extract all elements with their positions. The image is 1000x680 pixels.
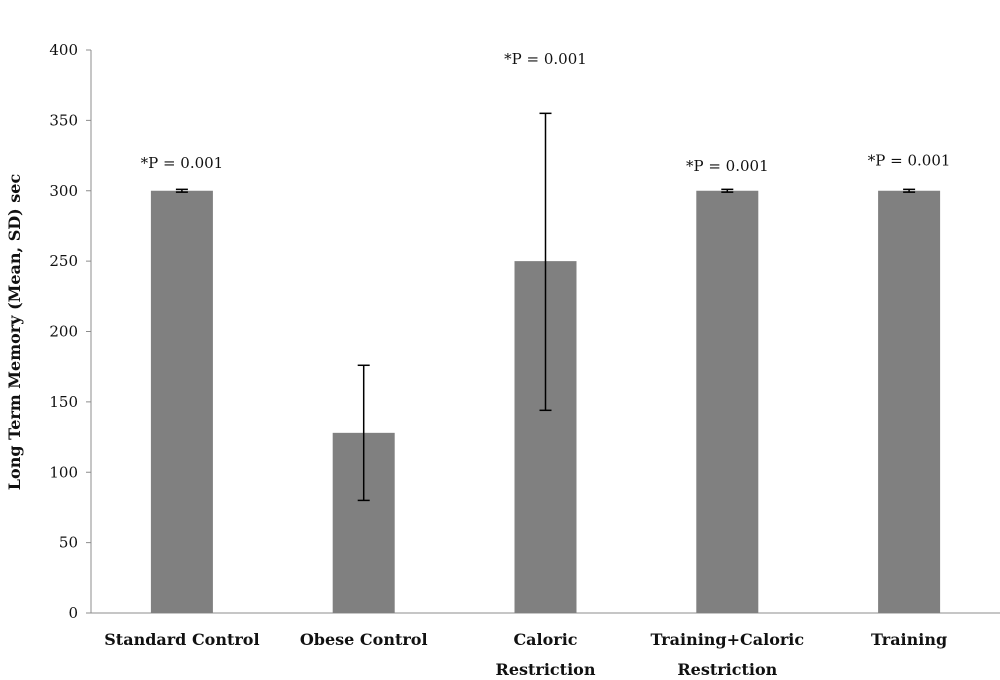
significance-annotation: *P = 0.001 bbox=[686, 157, 769, 175]
x-tick-label: Obese Control bbox=[300, 630, 428, 649]
y-tick-label: 250 bbox=[49, 252, 78, 270]
y-tick-label: 350 bbox=[49, 111, 78, 129]
y-tick-label: 150 bbox=[49, 393, 78, 411]
bar bbox=[696, 190, 759, 613]
bar bbox=[878, 190, 941, 613]
y-tick-label: 400 bbox=[49, 41, 78, 59]
annotations: *P = 0.001 *P = 0.001 *P = 0.001 *P = 0.001 bbox=[141, 50, 951, 175]
x-tick-label: Caloric bbox=[513, 630, 577, 649]
significance-annotation: *P = 0.001 bbox=[504, 50, 587, 68]
x-tick-label: Restriction bbox=[677, 660, 777, 679]
y-tick-label: 50 bbox=[59, 534, 78, 552]
x-tick-label: Standard Control bbox=[104, 630, 259, 649]
x-tick-label: Training bbox=[871, 630, 947, 649]
significance-annotation: *P = 0.001 bbox=[141, 154, 224, 172]
bars bbox=[150, 190, 941, 613]
error-bars bbox=[175, 112, 916, 502]
y-tick-label: 300 bbox=[49, 182, 78, 200]
y-tick-label: 100 bbox=[49, 463, 78, 481]
y-axis-label: Long Term Memory (Mean, SD) sec bbox=[5, 174, 24, 491]
y-tick-label: 200 bbox=[49, 323, 78, 341]
bar bbox=[150, 190, 213, 613]
x-axis: Standard Control Obese Control Caloric Rest… bbox=[91, 612, 1000, 679]
x-tick-label: Training+Caloric bbox=[650, 630, 804, 649]
significance-annotation: *P = 0.001 bbox=[868, 151, 951, 169]
y-tick-label: 0 bbox=[68, 604, 78, 622]
x-tick-label: Restriction bbox=[496, 660, 596, 679]
y-axis: 0 50 100 150 200 250 300 350 400 bbox=[49, 41, 92, 622]
